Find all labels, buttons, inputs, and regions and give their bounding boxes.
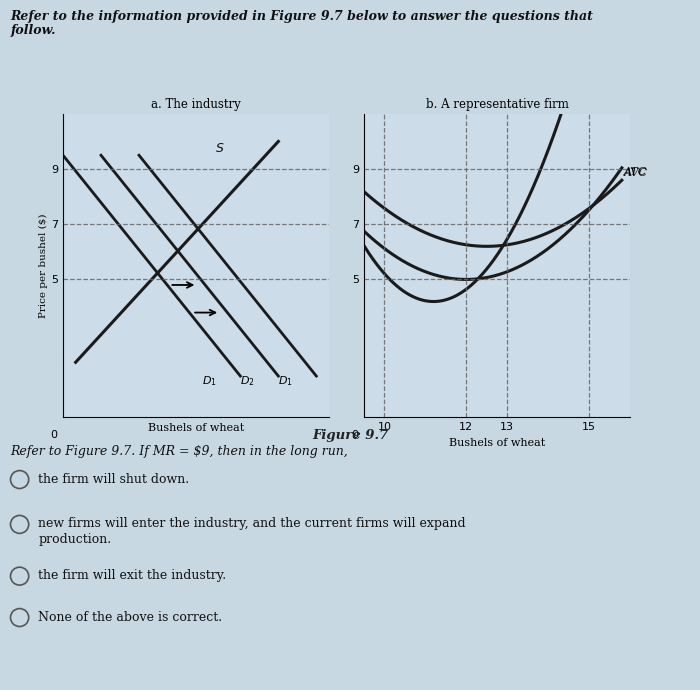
Text: follow.: follow. (10, 24, 56, 37)
Text: $D_2$: $D_2$ (240, 375, 255, 388)
Text: $S$: $S$ (215, 143, 225, 155)
Text: 0: 0 (50, 430, 57, 440)
Text: new firms will enter the industry, and the current firms will expand
production.: new firms will enter the industry, and t… (38, 518, 466, 546)
X-axis label: Bushels of wheat: Bushels of wheat (148, 423, 244, 433)
Title: b. A representative firm: b. A representative firm (426, 98, 568, 111)
Text: the firm will exit the industry.: the firm will exit the industry. (38, 569, 227, 582)
Text: the firm will shut down.: the firm will shut down. (38, 473, 190, 486)
Text: Figure 9.7: Figure 9.7 (312, 429, 388, 442)
Text: 0: 0 (351, 430, 358, 440)
Text: None of the above is correct.: None of the above is correct. (38, 611, 223, 624)
X-axis label: Bushels of wheat: Bushels of wheat (449, 438, 545, 448)
Text: AVC: AVC (624, 168, 648, 179)
Text: $D_1$: $D_1$ (279, 375, 293, 388)
Text: Refer to the information provided in Figure 9.7 below to answer the questions th: Refer to the information provided in Fig… (10, 10, 594, 23)
Title: a. The industry: a. The industry (151, 98, 241, 111)
Y-axis label: Price per bushel ($): Price per bushel ($) (39, 213, 48, 318)
Text: Refer to Figure 9.7. If MR = $9, then in the long run,: Refer to Figure 9.7. If MR = $9, then in… (10, 445, 349, 458)
Text: ATC: ATC (624, 167, 647, 177)
Text: $D_1$: $D_1$ (202, 375, 217, 388)
